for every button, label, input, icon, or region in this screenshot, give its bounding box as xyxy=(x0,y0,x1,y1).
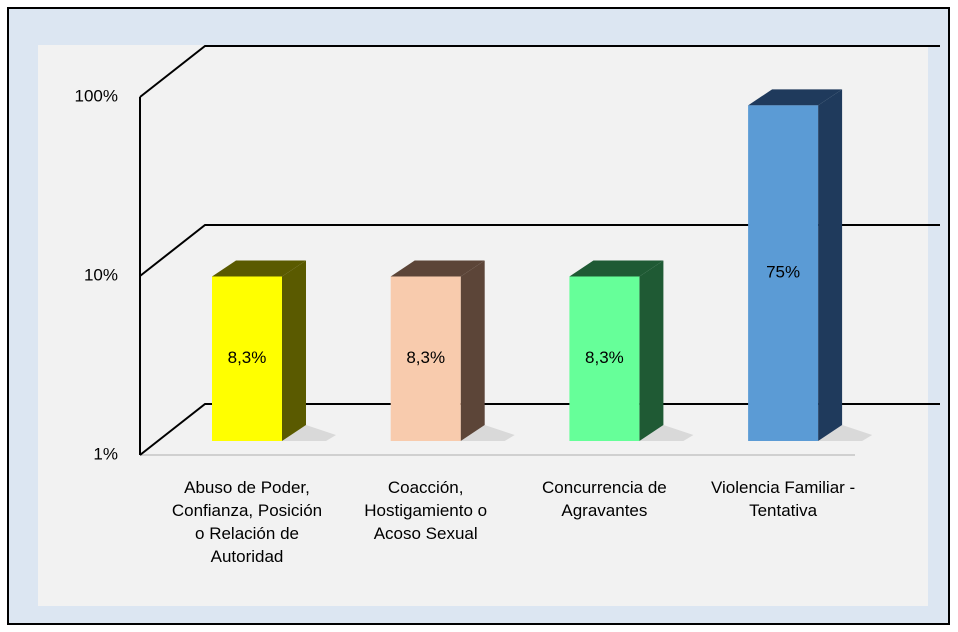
bar xyxy=(390,276,461,441)
bar-shadow xyxy=(282,425,336,441)
bar-shadow xyxy=(460,425,515,441)
x-tick-label: Concurrencia de Agravantes xyxy=(542,478,667,520)
bar-shadow xyxy=(818,425,873,441)
y-tick-label: 100% xyxy=(75,86,118,105)
bar-top xyxy=(212,260,306,277)
x-tick-label: Abuso de Poder, Confianza, Posición o Re… xyxy=(171,478,323,566)
bar-side xyxy=(818,89,843,441)
x-tick-label: Coacción, Hostigamiento o Acoso Sexual xyxy=(364,478,488,543)
value-label: 8,3% xyxy=(585,348,624,367)
bar xyxy=(569,276,640,441)
bar-side xyxy=(282,260,306,441)
bar-side xyxy=(460,260,485,441)
grid-line xyxy=(139,403,940,456)
bar-top xyxy=(748,89,843,106)
bar-shadow xyxy=(639,425,694,441)
bar-side xyxy=(639,260,664,441)
value-label: 8,3% xyxy=(228,348,267,367)
y-tick-label: 1% xyxy=(93,444,118,463)
bar xyxy=(212,276,282,441)
bar-top xyxy=(569,260,664,277)
y-tick-label: 10% xyxy=(84,265,118,284)
bar xyxy=(748,105,819,441)
grid-line xyxy=(139,45,940,98)
x-tick-label: Violencia Familiar - Tentativa xyxy=(710,478,856,520)
grid-line xyxy=(139,224,940,277)
value-label: 75% xyxy=(766,263,800,282)
bar-top xyxy=(390,260,485,277)
value-label: 8,3% xyxy=(406,348,445,367)
